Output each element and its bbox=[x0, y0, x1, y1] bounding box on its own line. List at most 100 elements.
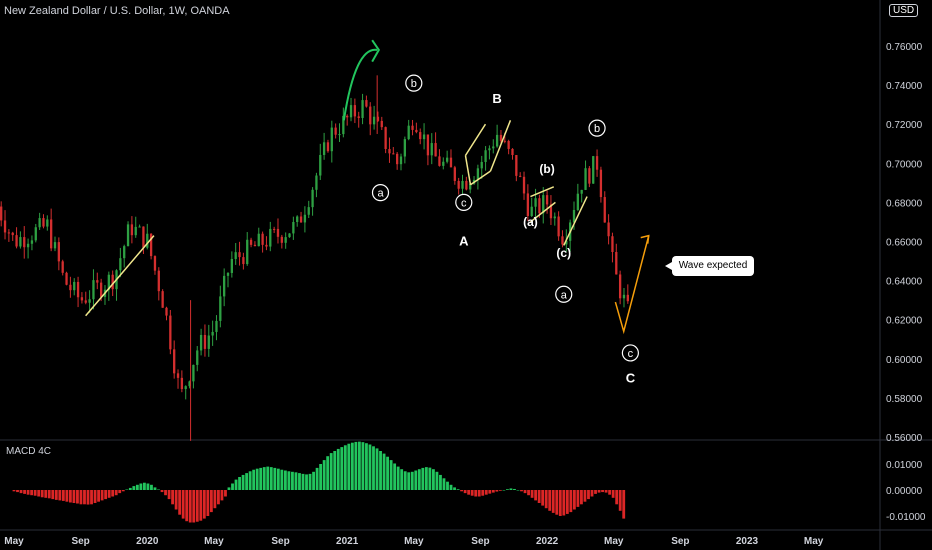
macd-bar bbox=[329, 453, 333, 490]
macd-bar bbox=[44, 490, 48, 498]
pattern-line bbox=[464, 155, 472, 185]
macd-bar bbox=[139, 483, 143, 490]
price-tick-label: 0.62000 bbox=[886, 316, 923, 327]
green-arrowhead bbox=[371, 39, 381, 63]
macd-bar bbox=[410, 471, 414, 490]
macd-bar bbox=[467, 490, 471, 495]
indicator-label: MACD 4C bbox=[6, 446, 52, 457]
macd-bar bbox=[336, 448, 340, 490]
macd-bar bbox=[583, 490, 587, 502]
candle-body bbox=[549, 204, 553, 219]
candle-body bbox=[265, 244, 268, 247]
macd-bar bbox=[86, 490, 90, 505]
candle-body bbox=[92, 280, 95, 300]
macd-bar bbox=[90, 490, 93, 505]
price-tick-label: 0.76000 bbox=[886, 42, 923, 53]
macd-bar bbox=[509, 488, 513, 490]
macd-bar bbox=[121, 490, 125, 492]
candle-body bbox=[73, 281, 76, 291]
macd-bar bbox=[340, 447, 344, 490]
macd-bar bbox=[202, 490, 206, 519]
macd-bar bbox=[319, 464, 323, 490]
price-tick-label: 0.70000 bbox=[886, 159, 923, 170]
macd-bar bbox=[167, 490, 171, 500]
candle-body bbox=[138, 226, 141, 228]
macd-bar bbox=[224, 490, 227, 497]
macd-bar bbox=[558, 490, 562, 516]
candle-body bbox=[576, 193, 579, 211]
macd-bar bbox=[61, 490, 65, 501]
macd-bar bbox=[611, 490, 615, 498]
candle-body bbox=[69, 284, 72, 291]
macd-bar bbox=[174, 490, 178, 510]
candle-body bbox=[296, 216, 299, 222]
candle-body bbox=[223, 275, 226, 297]
wave-label: b bbox=[594, 123, 600, 135]
candle-body bbox=[538, 198, 541, 214]
candle-body bbox=[507, 140, 510, 149]
candle-body bbox=[407, 125, 410, 140]
macd-bar bbox=[157, 489, 160, 490]
candle-body bbox=[615, 252, 618, 275]
macd-bar bbox=[171, 490, 175, 505]
macd-bar bbox=[590, 490, 594, 497]
candle-body bbox=[303, 214, 307, 223]
candle-body bbox=[330, 127, 333, 152]
candle-body bbox=[411, 125, 414, 130]
macd-bar bbox=[449, 484, 453, 490]
macd-bar bbox=[100, 490, 104, 501]
candle-body bbox=[396, 153, 399, 165]
candle-body bbox=[442, 161, 445, 166]
candle-body bbox=[499, 134, 503, 141]
currency-button[interactable]: USD bbox=[889, 4, 919, 17]
candle-body bbox=[15, 235, 18, 247]
macd-bar bbox=[241, 474, 245, 490]
macd-bar bbox=[128, 487, 132, 490]
candle-body bbox=[53, 242, 57, 249]
macd-bar bbox=[375, 448, 379, 490]
candle-body bbox=[438, 156, 441, 166]
macd-bar bbox=[396, 466, 400, 490]
macd-bar bbox=[365, 443, 368, 490]
macd-bar bbox=[54, 490, 58, 500]
macd-bar bbox=[238, 477, 241, 490]
macd-bar bbox=[393, 463, 397, 490]
time-tick-label: Sep bbox=[71, 536, 89, 547]
candle-body bbox=[319, 154, 322, 176]
candle-body bbox=[126, 224, 130, 247]
candle-body bbox=[445, 157, 449, 162]
candle-body bbox=[173, 349, 176, 374]
price-tick-label: 0.72000 bbox=[886, 120, 923, 131]
candle-body bbox=[492, 146, 495, 149]
time-tick-label: May bbox=[804, 536, 824, 547]
candle-body bbox=[430, 143, 433, 156]
macd-bar bbox=[456, 489, 460, 490]
candle-body bbox=[365, 100, 368, 107]
candle-body bbox=[561, 236, 564, 245]
candle-body bbox=[80, 297, 84, 301]
candle-body bbox=[134, 226, 137, 236]
orange-arrowhead bbox=[640, 234, 650, 244]
wave-label: C bbox=[626, 370, 636, 385]
candle-body bbox=[169, 315, 172, 350]
candle-body bbox=[353, 105, 357, 117]
macd-bar bbox=[372, 446, 375, 490]
candle-body bbox=[511, 148, 514, 156]
macd-bar bbox=[227, 487, 231, 490]
candle-body bbox=[380, 120, 383, 128]
macd-bar bbox=[576, 490, 580, 507]
candle-body bbox=[184, 386, 187, 390]
macd-bar bbox=[185, 490, 189, 522]
price-tick-label: 0.60000 bbox=[886, 355, 923, 366]
macd-bar bbox=[484, 490, 488, 495]
macd-bar bbox=[608, 490, 612, 495]
macd-bar bbox=[199, 490, 203, 521]
time-tick-label: 2023 bbox=[736, 536, 759, 547]
candle-body bbox=[234, 252, 237, 260]
candle-body bbox=[196, 350, 199, 365]
macd-bar bbox=[72, 490, 76, 503]
candle-body bbox=[326, 142, 330, 152]
macd-bar bbox=[107, 490, 111, 498]
wave-label: (b) bbox=[539, 162, 554, 176]
